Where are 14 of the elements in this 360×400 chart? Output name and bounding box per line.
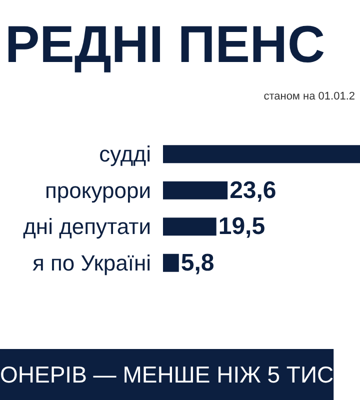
chart-title: РЕДНІ ПЕНС [5, 16, 326, 74]
data-label: 19,5 [218, 213, 266, 240]
bar [163, 254, 179, 272]
bar [163, 181, 228, 200]
data-label: 23,6 [230, 176, 276, 204]
y-tick-label: прокурори [44, 178, 151, 203]
text: ОНЕРІВ — МЕНШЕ НІЖ 5 ТИС [0, 362, 334, 388]
y-tick-label: судді [99, 142, 151, 167]
bar [163, 145, 360, 164]
data-label: 5,8 [180, 249, 214, 276]
y-tick-label: я по Україні [32, 250, 151, 276]
bar [163, 218, 216, 236]
chart-subtitle: станом на 01.01.2 [264, 90, 356, 102]
y-tick-label: дні депутати [23, 214, 151, 240]
